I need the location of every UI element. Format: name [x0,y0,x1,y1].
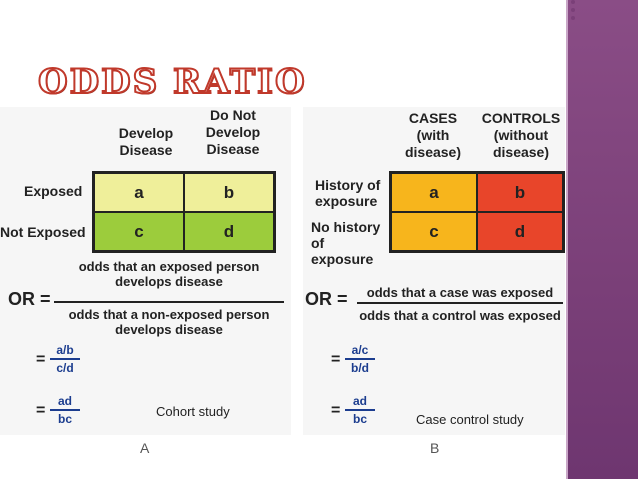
case-control-caption: Case control study [416,412,524,427]
panel-letter-a: A [140,440,150,456]
eq1-denominator: c/d [56,361,74,375]
col-header-develop: Develop Disease [118,125,174,158]
col-header-controls: CONTROLS (without disease) [481,110,561,160]
cell-b: b [477,173,563,212]
row-label-history: History of exposure [315,177,381,209]
equals-sign-1: = [331,351,341,368]
eq1-numerator: a/c [351,343,369,357]
eq2-bar [50,409,80,411]
sidebar-dot-2 [571,8,575,12]
row-label-no-history: No history of exposure [311,219,381,267]
equals-sign-2: = [331,402,341,419]
denominator-text: odds that a control was exposed [359,308,561,323]
panel-letter-b: B [430,440,440,456]
col-header-cases: CASES (with disease) [404,110,462,160]
or-label: OR = [8,289,51,309]
denominator-text: odds that a non-exposed person develops … [68,307,270,337]
eq2-denominator: bc [352,412,367,426]
fraction-bar [357,302,563,304]
sidebar-dot-1 [571,0,575,4]
cell-a: a [94,173,184,212]
sidebar-dot-3 [571,16,575,20]
col-header-not-develop: Do Not Develop Disease [205,107,261,157]
case-control-2x2-table: a b c d [389,171,565,253]
fraction-bar [54,301,284,303]
equals-sign-1: = [36,351,46,368]
cell-c: c [391,212,477,251]
cell-c: c [94,212,184,251]
eq1-bar [50,358,80,360]
cell-a: a [391,173,477,212]
cohort-2x2-table: a b c d [92,171,276,253]
numerator-text: odds that an exposed person develops dis… [78,259,260,289]
sidebar-divider [566,0,568,479]
cell-b: b [184,173,274,212]
eq1-numerator: a/b [56,343,74,357]
eq2-bar [345,409,375,411]
decorative-sidebar [568,0,638,479]
eq1-denominator: b/d [351,361,369,375]
or-label: OR = [305,289,348,309]
cell-d: d [477,212,563,251]
eq1-bar [345,358,375,360]
cohort-panel: Develop Disease Do Not Develop Disease E… [0,107,291,435]
cell-d: d [184,212,274,251]
row-label-exposed: Exposed [24,183,83,199]
case-control-panel: CASES (with disease) CONTROLS (without d… [303,107,565,435]
slide-title: ODDS RATIO [37,61,307,103]
equals-sign-2: = [36,402,46,419]
eq2-numerator: ad [57,394,72,408]
eq2-denominator: bc [57,412,72,426]
row-label-not-exposed: Not Exposed [0,224,86,240]
cohort-caption: Cohort study [156,404,230,419]
eq2-numerator: ad [352,394,367,408]
numerator-text: odds that a case was exposed [366,285,554,300]
